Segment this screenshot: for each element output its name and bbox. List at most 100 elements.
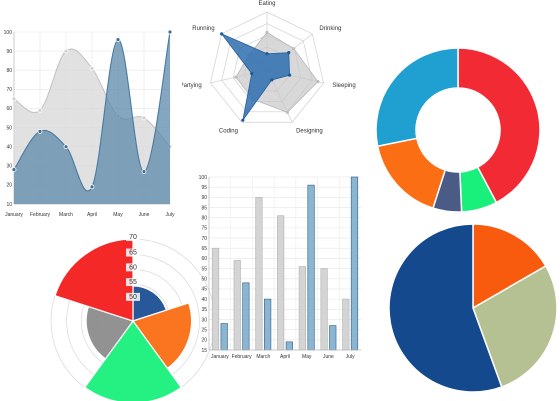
doughnut-segment (375, 47, 459, 148)
x-tick-label: March (256, 354, 270, 360)
data-point (167, 29, 173, 35)
x-tick-label: February (30, 212, 51, 218)
doughnut-segment (376, 137, 447, 210)
x-tick-label: June (323, 354, 334, 360)
y-tick-label: 100 (199, 175, 208, 181)
bar (329, 325, 337, 351)
y-tick-label: 35 (201, 307, 207, 313)
bar (220, 323, 228, 351)
x-tick-label: May (113, 212, 123, 218)
bar (350, 176, 359, 351)
y-tick-label: 85 (201, 205, 207, 211)
bar (255, 197, 263, 351)
y-tick-label: 65 (201, 246, 207, 252)
bar-chart: 15 20 25 30 35 40 45 50 55 60 65 70 75 80 85 90 95 100 Jan… (199, 175, 361, 360)
x-tick-label: January (5, 212, 23, 218)
x-tick-label: March (59, 212, 73, 218)
radar-axis-label: Partying (182, 83, 202, 89)
y-tick-label: 30 (6, 164, 12, 170)
x-tick-label: February (232, 354, 253, 360)
pie-chart (388, 223, 558, 393)
radar-point (285, 110, 289, 114)
radar-grid-ring (210, 11, 324, 123)
pie-slice (472, 223, 547, 310)
polar-tick-backdrop (126, 248, 140, 257)
data-point (37, 107, 43, 113)
polar-segment (54, 238, 134, 322)
radar-point (220, 32, 224, 36)
x-tick-label: June (139, 212, 150, 218)
y-tick-label: 10 (6, 202, 12, 208)
bar (233, 260, 241, 351)
radar-axis-label: Designing (296, 128, 323, 134)
data-point (11, 96, 17, 102)
radar-grid-ring (221, 23, 313, 113)
radar-chart: Eating Drinking Sleeping Designing Coding Par… (182, 1, 356, 134)
polar-tick-backdrop (126, 263, 140, 272)
bar (211, 247, 220, 351)
y-tick-label: 40 (6, 144, 12, 150)
bar (242, 282, 250, 351)
radar-point (292, 47, 296, 51)
doughnut-segment (457, 47, 541, 204)
data-point (89, 184, 95, 190)
y-tick-label: 80 (6, 68, 12, 74)
y-tick-label: 30 (201, 317, 207, 323)
x-tick-label: April (280, 354, 290, 360)
bar (320, 268, 328, 351)
data-point (63, 144, 69, 150)
x-tick-label: May (302, 354, 312, 360)
y-tick-label: 70 (201, 236, 207, 242)
data-point (11, 167, 17, 173)
data-point (115, 37, 121, 43)
y-tick-label: 95 (201, 185, 207, 191)
radar-point (234, 75, 238, 79)
polar-tick-label: 55 (129, 279, 137, 286)
polar-tick-backdrop (126, 292, 140, 301)
y-tick-label: 90 (6, 49, 12, 55)
y-tick-label: 45 (201, 287, 207, 293)
y-tick-label: 75 (201, 226, 207, 232)
x-tick-label: July (346, 354, 355, 360)
y-tick-label: 50 (201, 277, 207, 283)
y-tick-label: 60 (201, 256, 207, 262)
radar-axis-label: Drinking (319, 26, 341, 32)
polar-tick-label: 70 (129, 234, 137, 241)
bar (285, 341, 293, 351)
bar (342, 298, 350, 351)
radar-point (265, 30, 269, 34)
y-tick-label: 20 (201, 338, 207, 344)
data-point (141, 115, 147, 121)
data-point (37, 128, 43, 134)
y-tick-label: 50 (6, 125, 12, 131)
y-tick-label: 15 (201, 348, 207, 354)
x-tick-label: January (211, 354, 229, 360)
doughnut-chart (375, 47, 541, 213)
bar (298, 266, 306, 351)
radar-axis-label: Eating (258, 1, 275, 7)
polar-tick-backdrop (126, 233, 140, 241)
y-tick-label: 20 (6, 183, 12, 189)
y-tick-label: 100 (4, 30, 13, 36)
bar (277, 215, 285, 351)
y-tick-label: 25 (201, 327, 207, 333)
polar-segment (85, 305, 134, 360)
x-tick-label: April (87, 212, 97, 218)
polar-segment (83, 319, 183, 401)
radar-point (241, 118, 245, 122)
polar-tick-backdrop (126, 278, 140, 287)
line-chart: 10 20 30 40 50 60 70 80 90 100 January February Marc… (4, 29, 175, 218)
pie-slice (472, 264, 558, 388)
radar-axis-label: Running (192, 26, 214, 32)
series-area (14, 32, 170, 204)
data-point (89, 65, 95, 71)
radar-point (316, 80, 320, 84)
y-tick-label: 55 (201, 266, 207, 272)
x-tick-label: July (166, 212, 175, 218)
radar-point (265, 52, 269, 56)
bar (264, 298, 272, 351)
radar-point (250, 71, 254, 76)
series-line (13, 31, 171, 192)
bar (307, 184, 315, 351)
polar-tick-label: 65 (129, 250, 137, 257)
